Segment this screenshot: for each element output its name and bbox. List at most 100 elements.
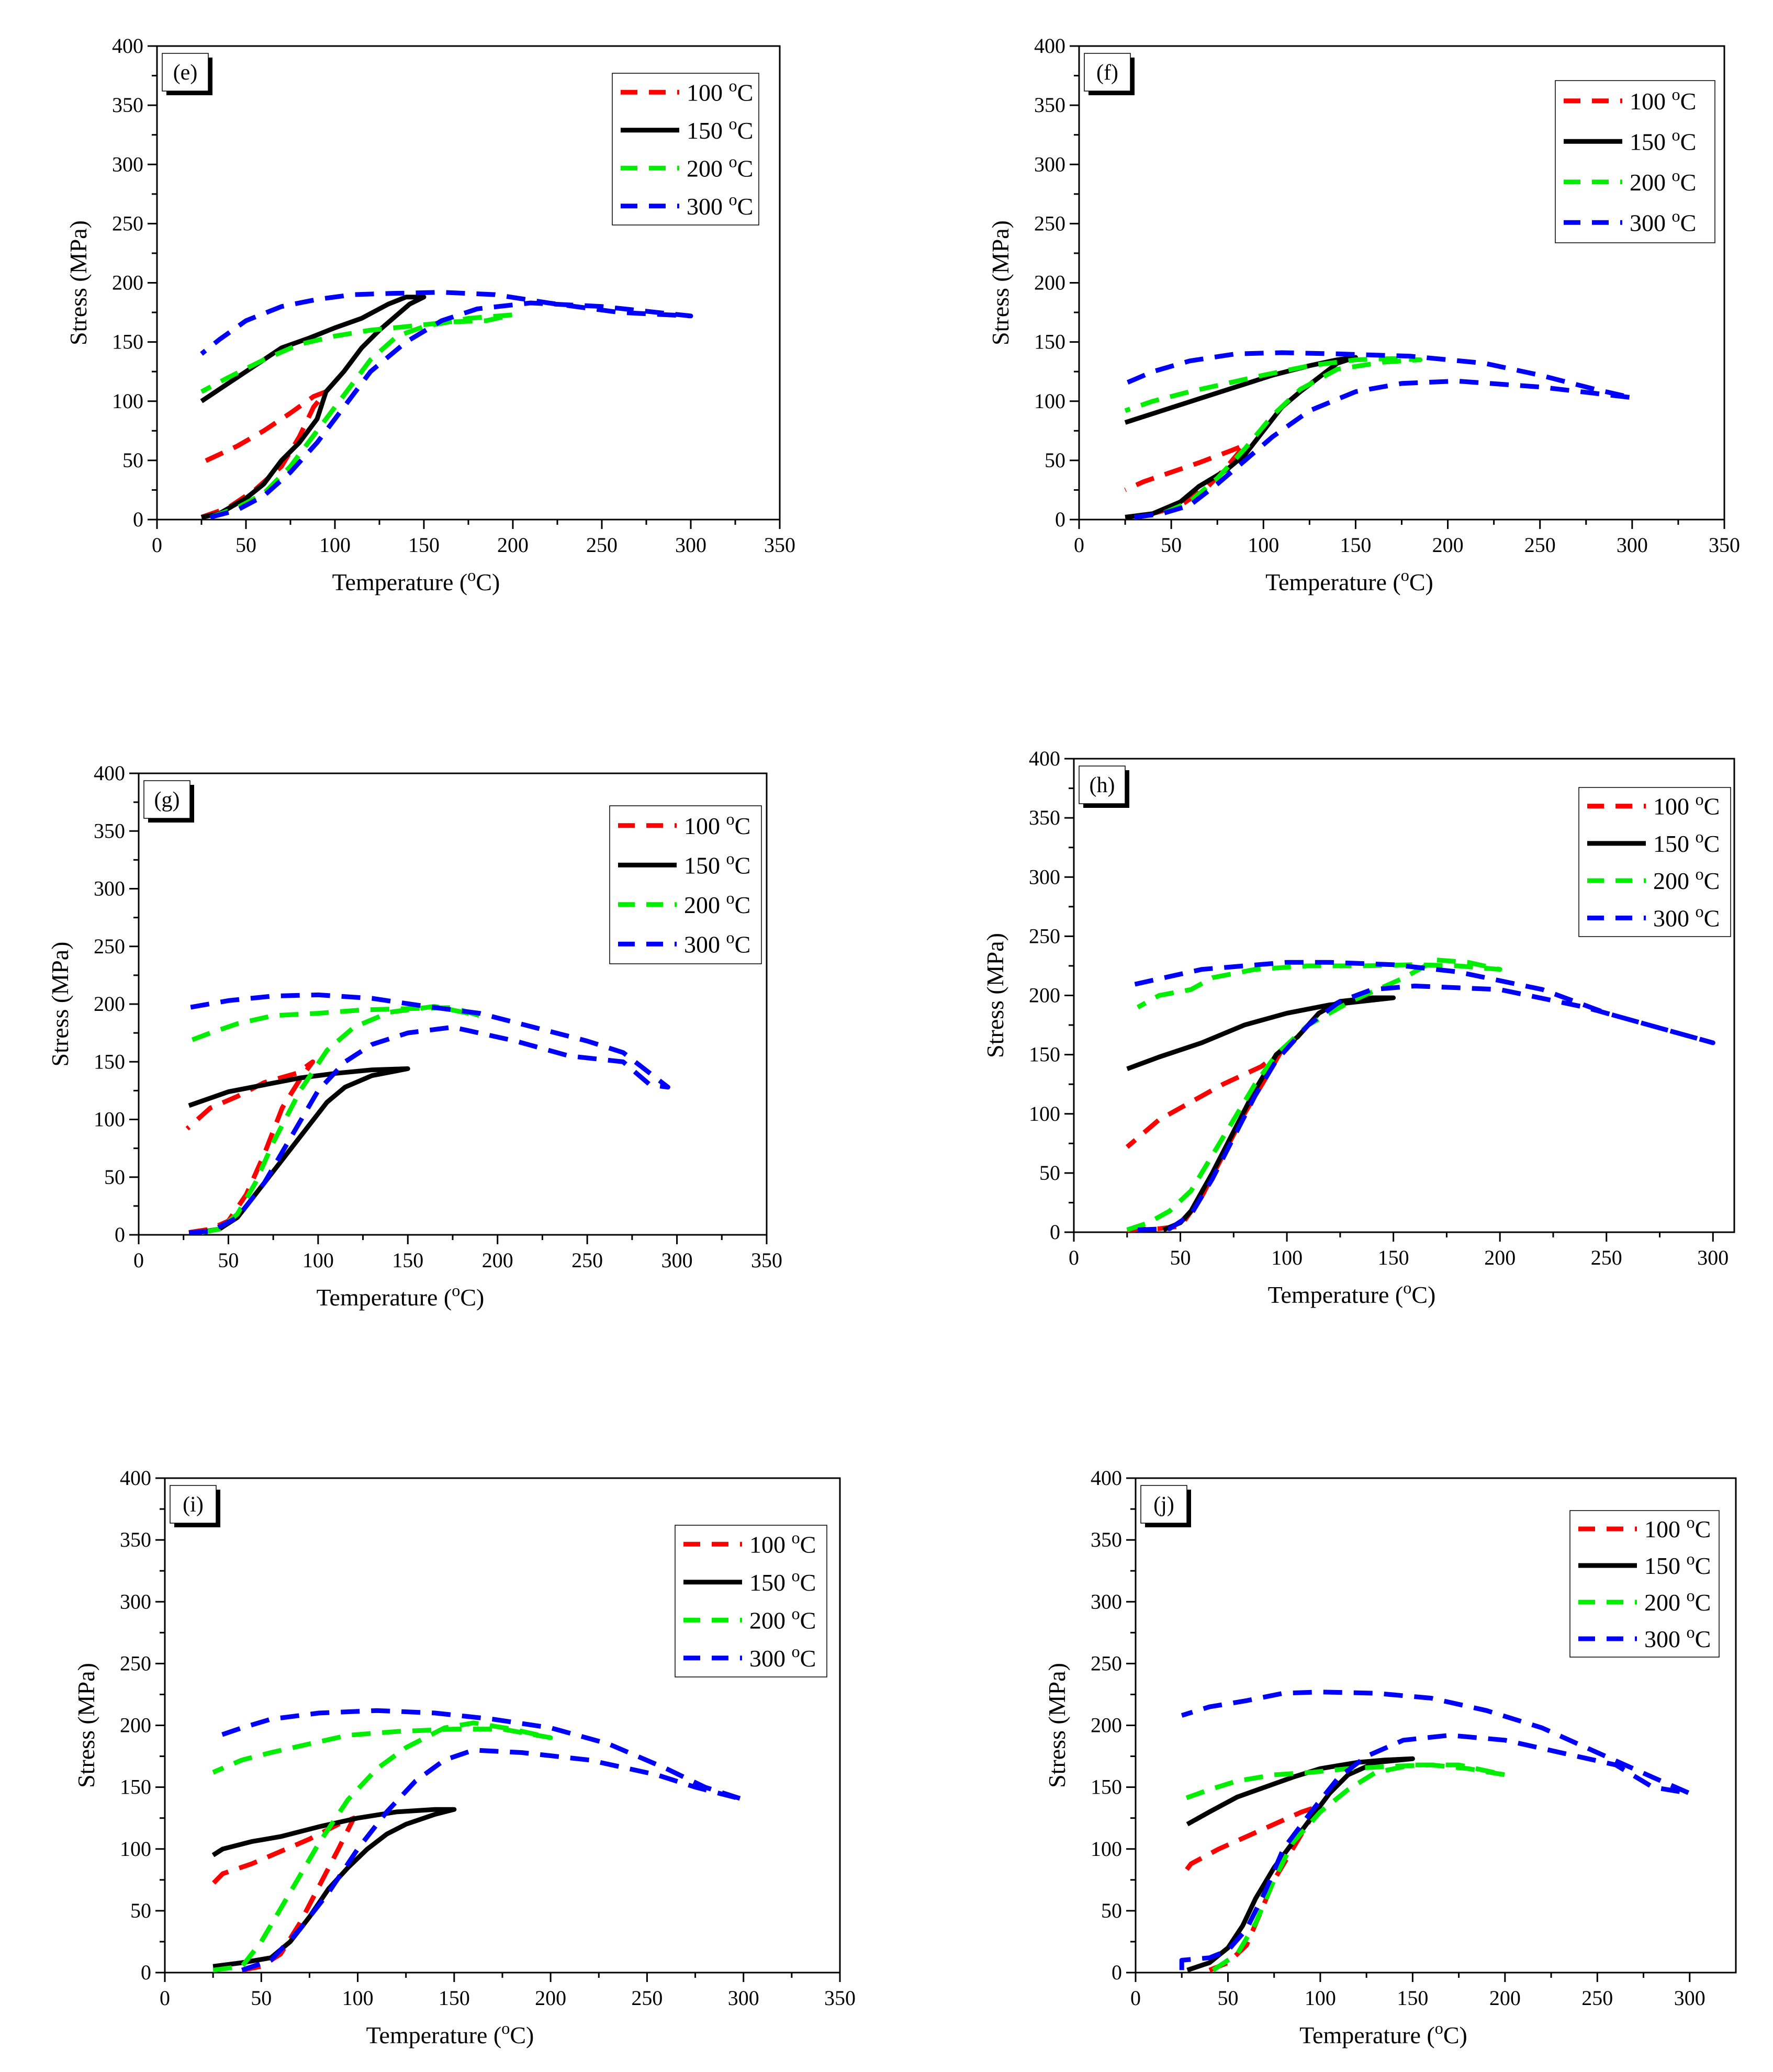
x-tick-label: 50 <box>218 1248 239 1272</box>
x-tick-label: 150 <box>408 533 440 557</box>
y-tick-label: 200 <box>112 271 143 295</box>
series-line-300C <box>200 290 693 520</box>
legend: 100 oC 150 oC 200 oC 300 oC <box>675 1525 827 1677</box>
x-tick-label: 150 <box>1397 1986 1428 2010</box>
y-tick-label: 350 <box>112 93 143 117</box>
panel-tag-label: (e) <box>173 61 198 85</box>
series-line-150C <box>188 1066 410 1235</box>
x-tick-label: 300 <box>728 1986 759 2010</box>
x-tick-label: 50 <box>251 1986 272 2010</box>
y-tick-label: 350 <box>1034 93 1065 117</box>
x-axis-title: Temperature (oC) <box>317 1281 485 1311</box>
y-tick-label: 50 <box>130 1899 151 1922</box>
y-tick-label: 150 <box>120 1775 151 1799</box>
y-axis-title: Stress (MPa) <box>987 220 1014 345</box>
y-tick-label: 300 <box>120 1590 151 1613</box>
x-tick-label: 200 <box>482 1248 513 1272</box>
y-axis-title: Stress (MPa) <box>65 220 92 345</box>
y-tick-label: 0 <box>1050 1220 1060 1244</box>
y-tick-label: 300 <box>112 152 143 176</box>
panel-tag: (f) <box>1084 53 1135 95</box>
panel-tag-box <box>1140 1485 1187 1524</box>
series-line-300C <box>188 992 670 1235</box>
chart-panel-g: 0 50 100 150 200 250 300 350 400 0 50 100 150 200 250 3… <box>47 761 782 1311</box>
x-tick-label: 300 <box>661 1248 693 1272</box>
y-tick-label: 50 <box>1039 1161 1060 1185</box>
y-tick-label: 100 <box>120 1837 151 1861</box>
series-line-150C <box>1126 995 1396 1232</box>
x-tick-label: 0 <box>1069 1246 1079 1269</box>
legend-box <box>1578 787 1731 937</box>
legend-label: 150 oC <box>684 849 750 879</box>
series-line-300C <box>1126 960 1715 1232</box>
x-axis-title: Temperature (oC) <box>1299 2019 1467 2048</box>
panel-tag-label: (f) <box>1096 61 1118 85</box>
x-tick-label: 0 <box>1130 1986 1141 2010</box>
x-tick-label: 350 <box>751 1248 782 1272</box>
x-tick-label: 250 <box>571 1248 603 1272</box>
x-tick-label: 50 <box>1161 533 1182 557</box>
y-tick-label: 300 <box>1034 152 1065 176</box>
legend-label: 100 oC <box>1653 790 1720 820</box>
x-tick-label: 0 <box>133 1248 144 1272</box>
legend-label: 150 oC <box>1630 125 1696 155</box>
legend-label: 150 oC <box>687 114 753 144</box>
y-tick-label: 350 <box>1091 1528 1122 1551</box>
y-tick-label: 400 <box>1091 1466 1122 1490</box>
legend-box <box>1555 80 1715 243</box>
series-line-300C <box>212 1708 746 1973</box>
x-tick-label: 150 <box>392 1248 423 1272</box>
series-line-100C <box>1124 443 1248 520</box>
chart-panel-f: 0 50 100 150 200 250 300 350 400 0 50 100 150 200 250 3… <box>987 34 1740 595</box>
panel-tag-box <box>162 53 209 92</box>
y-tick-label: 200 <box>120 1714 151 1737</box>
legend-label: 100 oC <box>687 76 753 106</box>
x-tick-label: 100 <box>1305 1986 1336 2010</box>
y-axis-title: Stress (MPa) <box>982 933 1008 1058</box>
y-tick-label: 0 <box>141 1961 151 1984</box>
x-tick-label: 100 <box>1271 1246 1303 1269</box>
x-axis-title: Temperature (oC) <box>1268 1278 1436 1308</box>
panel-tag-label: (h) <box>1090 773 1115 797</box>
chart-panel-e: 0 50 100 150 200 250 300 350 400 0 50 100 150 200 250 3… <box>65 34 795 595</box>
x-axis-title: Temperature (oC) <box>1265 566 1433 595</box>
y-tick-label: 300 <box>1029 865 1060 888</box>
panel-tag-label: (g) <box>154 788 180 812</box>
y-tick-label: 350 <box>94 819 125 842</box>
panel-tag-box <box>1079 765 1126 804</box>
series-line-100C <box>1125 1050 1283 1232</box>
panel-tag-label: (j) <box>1153 1493 1174 1517</box>
x-tick-label: 250 <box>631 1986 663 2010</box>
legend-label: 200 oC <box>1644 1586 1711 1616</box>
panel-tag: (e) <box>162 53 212 95</box>
panel-tag-box <box>170 1485 217 1524</box>
y-axis-title: Stress (MPa) <box>73 1663 99 1788</box>
y-tick-label: 100 <box>1091 1837 1122 1861</box>
panel-tag-label: (i) <box>183 1493 204 1517</box>
legend: 100 oC 150 oC 200 oC 300 oC <box>1569 1510 1720 1658</box>
panel-tag-box <box>143 780 190 819</box>
chart-panel-j: 0 50 100 150 200 250 300 350 400 0 50 100 150 200 250 3… <box>1043 1466 1737 2048</box>
x-tick-label: 0 <box>152 533 162 557</box>
x-tick-label: 50 <box>1170 1246 1191 1269</box>
y-tick-label: 350 <box>1029 806 1060 829</box>
legend-label: 200 oC <box>749 1604 816 1634</box>
x-tick-label: 250 <box>586 533 618 557</box>
y-tick-label: 0 <box>1112 1961 1122 1984</box>
x-tick-label: 250 <box>1591 1246 1622 1269</box>
y-tick-label: 100 <box>112 389 143 413</box>
legend-label: 300 oC <box>1653 902 1720 931</box>
series-line-150C <box>1124 355 1358 520</box>
legend-label: 300 oC <box>687 190 753 220</box>
x-tick-label: 150 <box>439 1986 470 2010</box>
x-axis-title: Temperature (oC) <box>332 566 500 595</box>
legend-label: 200 oC <box>1630 166 1696 196</box>
x-tick-label: 150 <box>1340 533 1371 557</box>
panel-tag-box <box>1084 53 1131 92</box>
x-tick-label: 50 <box>235 533 256 557</box>
legend-label: 150 oC <box>749 1566 816 1596</box>
series-line-300C <box>1124 350 1635 520</box>
legend-label: 100 oC <box>749 1528 816 1558</box>
y-axis-title: Stress (MPa) <box>1043 1663 1070 1788</box>
